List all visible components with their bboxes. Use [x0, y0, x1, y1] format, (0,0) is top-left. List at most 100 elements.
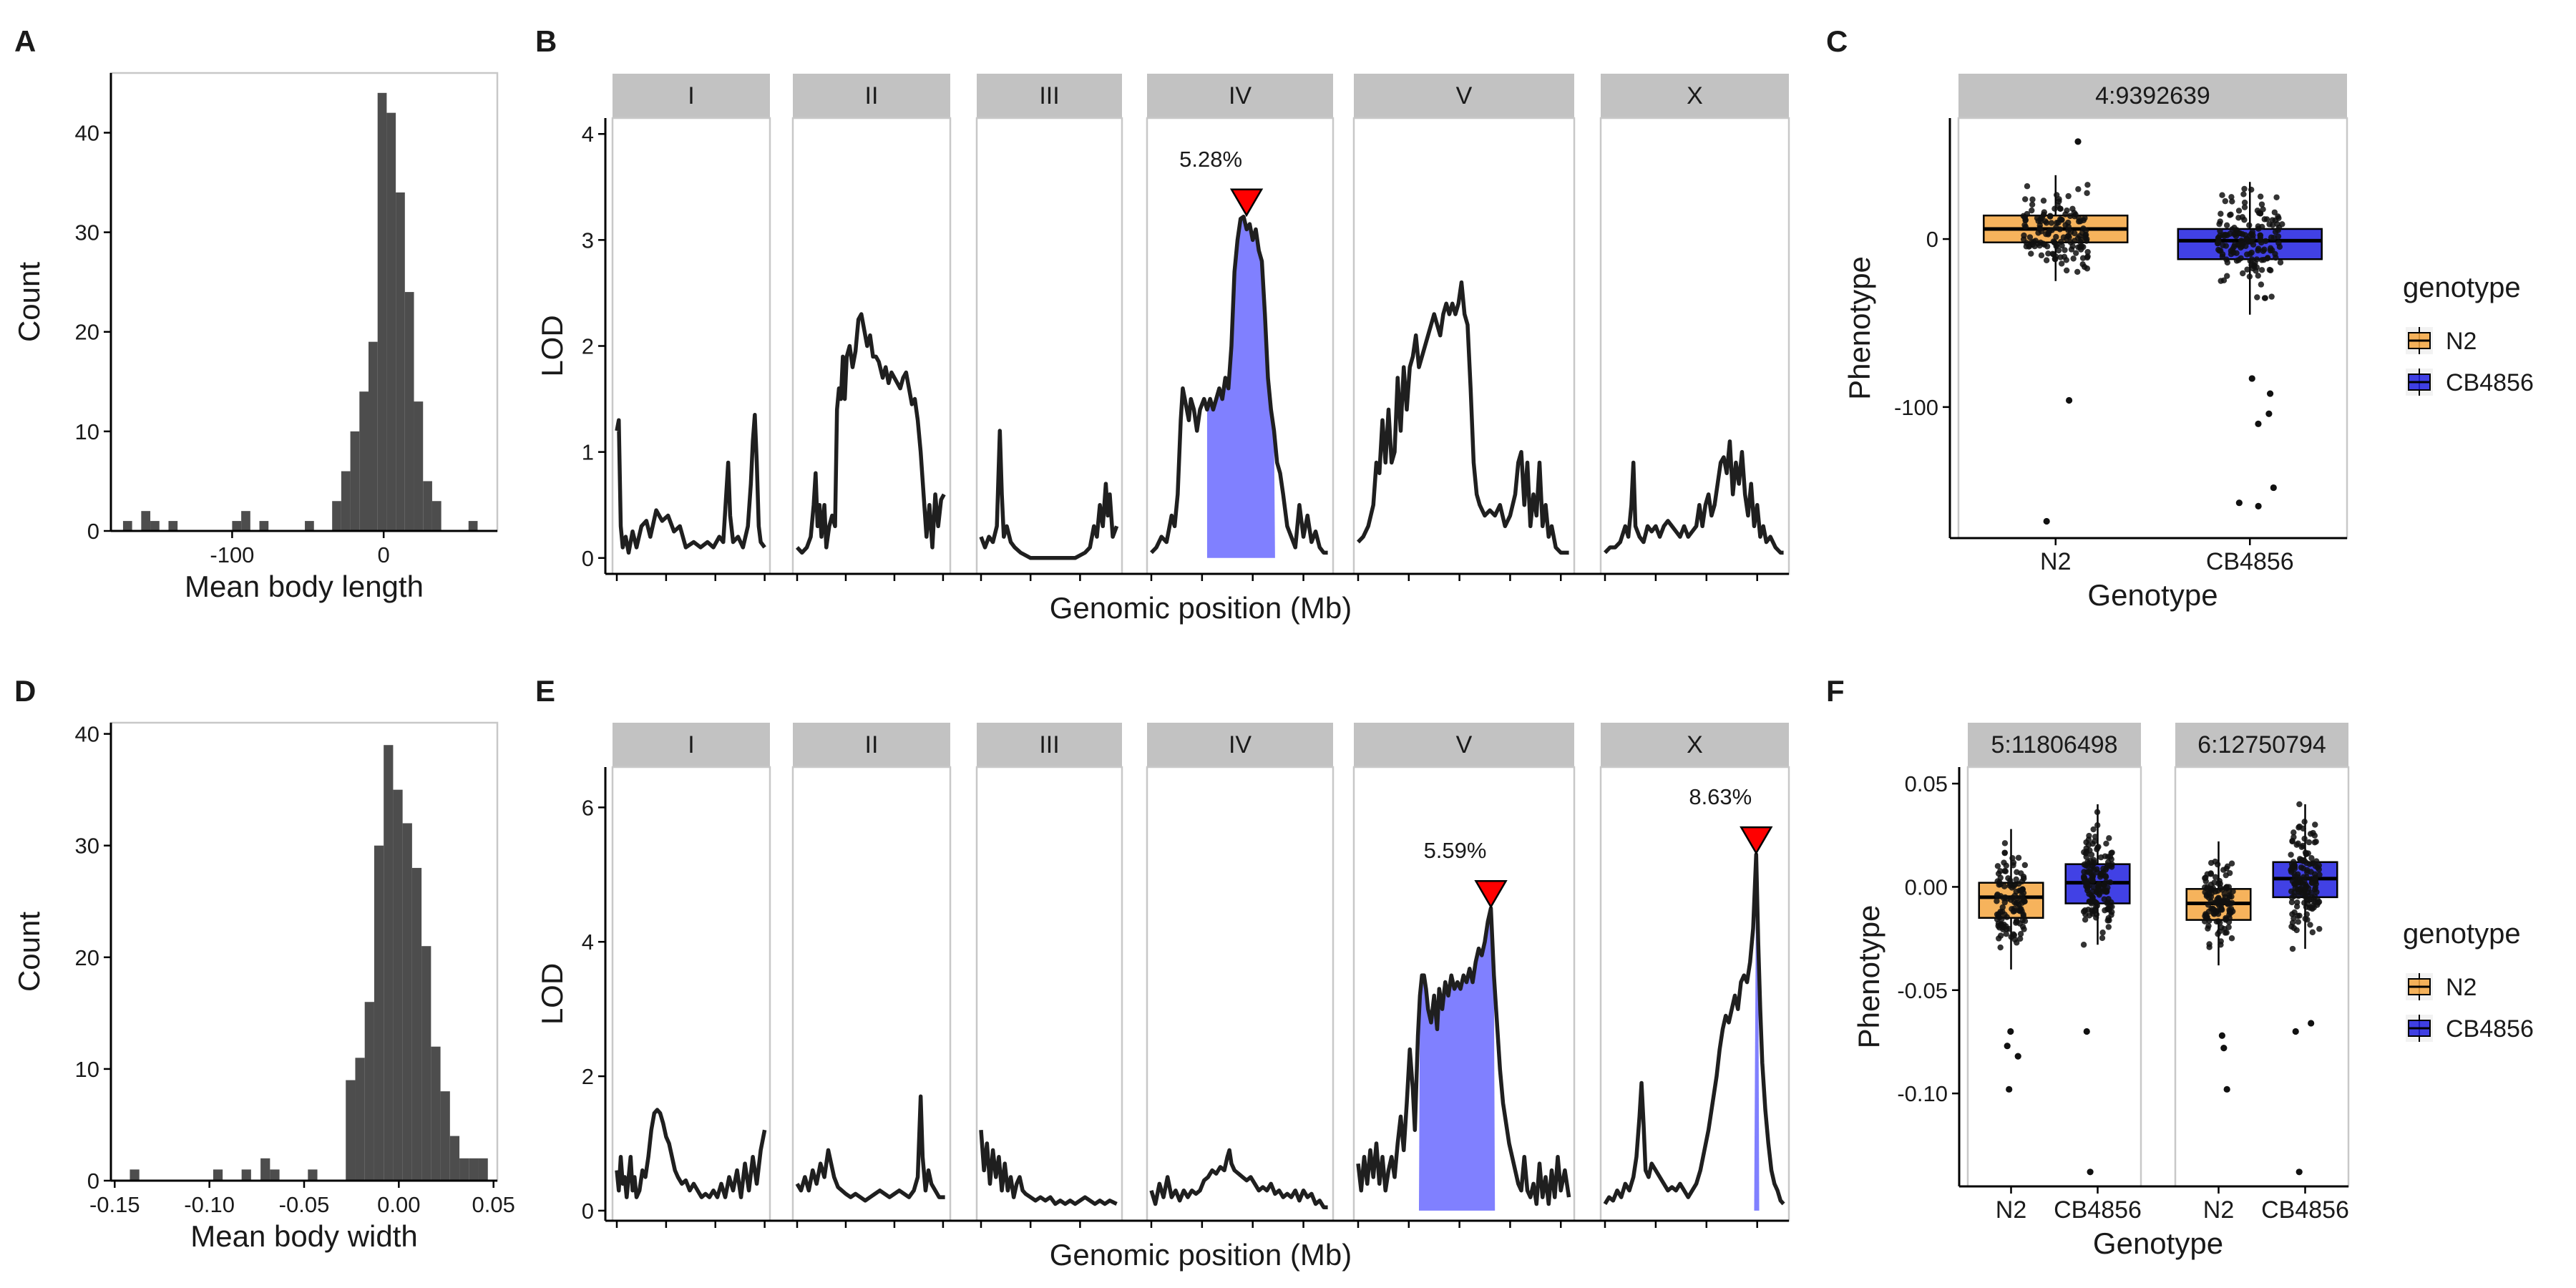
- legend: genotype N2 CB4856: [2403, 918, 2534, 1043]
- data-point: [1995, 870, 2002, 877]
- data-point: [1997, 944, 2004, 951]
- outlier-point: [2223, 1085, 2230, 1093]
- x-tick-label: -100: [210, 542, 254, 567]
- facet-strip-label: I: [688, 82, 694, 109]
- data-point: [1997, 932, 2004, 939]
- data-point: [2268, 293, 2275, 300]
- facet-strip: [2175, 723, 2348, 767]
- data-point: [2223, 243, 2230, 249]
- data-point: [2009, 855, 2016, 862]
- data-point: [2308, 855, 2315, 862]
- data-point: [2065, 219, 2072, 226]
- data-point: [2064, 207, 2070, 214]
- facet-strip: [1147, 723, 1333, 767]
- legend-title: genotype: [2403, 918, 2521, 950]
- facet-strip-label: III: [1039, 731, 1059, 758]
- data-point: [2109, 849, 2115, 856]
- histogram-bar: [396, 192, 405, 531]
- data-point: [2229, 198, 2235, 205]
- histogram-bar: [459, 1158, 469, 1181]
- data-point: [2224, 259, 2231, 266]
- confidence-interval: [1206, 216, 1275, 558]
- facet-strip: [1354, 74, 1574, 118]
- lod-trace: [795, 312, 946, 555]
- box-cb4856: CB4856: [2054, 804, 2142, 1224]
- data-point: [2257, 237, 2263, 243]
- data-point: [2202, 918, 2208, 924]
- data-point: [2215, 234, 2222, 241]
- data-point: [2261, 216, 2268, 223]
- y-tick-label: 40: [75, 722, 99, 747]
- y-tick-label: 4: [582, 122, 594, 147]
- variance-explained-label: 5.28%: [1179, 147, 1242, 172]
- data-point: [2202, 912, 2208, 919]
- data-point: [2271, 209, 2278, 215]
- facet-strip-label: 6:12750794: [2197, 731, 2326, 758]
- facet-strip-label: III: [1039, 82, 1059, 109]
- lod-trace: [615, 1108, 767, 1199]
- data-point: [2288, 923, 2295, 930]
- legend-entry-label: N2: [2446, 328, 2477, 355]
- data-point: [2219, 251, 2226, 258]
- facet-strip-label: V: [1456, 82, 1473, 109]
- x-tick-label: -0.15: [89, 1192, 140, 1217]
- data-point: [2272, 217, 2278, 224]
- data-point: [2248, 230, 2255, 238]
- data-point: [2296, 912, 2303, 919]
- data-point: [2215, 246, 2222, 253]
- histogram-bar: [411, 867, 422, 1181]
- data-point: [2054, 202, 2061, 209]
- data-point: [2048, 220, 2055, 226]
- data-point: [2086, 891, 2092, 897]
- chromosome-panel-v: V: [1352, 74, 1576, 581]
- data-point: [2316, 925, 2323, 932]
- facet-1: 4:9392639 N2 CB4856: [1957, 74, 2348, 575]
- chromosome-panel-iii: III: [975, 74, 1123, 581]
- histogram-bar: [377, 92, 387, 532]
- data-point: [2214, 896, 2220, 903]
- data-point: [2217, 228, 2223, 234]
- data-point: [2014, 940, 2020, 946]
- data-point: [2223, 930, 2230, 936]
- data-point: [2238, 255, 2244, 262]
- y-axis-title: Count: [12, 262, 46, 342]
- y-tick-label: 40: [75, 120, 99, 145]
- data-point: [2296, 801, 2303, 808]
- data-point: [2266, 221, 2273, 228]
- data-point: [2227, 212, 2233, 218]
- data-point: [2273, 254, 2279, 261]
- chromosome-panel-i: I: [611, 723, 771, 1228]
- data-point: [2246, 222, 2253, 228]
- data-point: [2086, 832, 2092, 839]
- box-cb4856: CB4856: [2261, 801, 2349, 1224]
- data-point: [2205, 894, 2212, 901]
- histogram-bar: [168, 521, 178, 531]
- facet-strip: [613, 74, 770, 118]
- data-point: [2022, 196, 2029, 203]
- data-point: [2080, 942, 2087, 948]
- chromosome-panel-i: I: [611, 74, 771, 581]
- histogram-bar: [341, 471, 351, 531]
- data-point: [2015, 854, 2022, 861]
- histogram-bar: [384, 745, 394, 1181]
- data-point: [2019, 892, 2025, 899]
- data-point: [2019, 899, 2026, 906]
- data-point: [1994, 898, 2000, 904]
- data-point: [2081, 861, 2088, 868]
- data-point: [2072, 213, 2078, 220]
- data-point: [2026, 234, 2034, 240]
- histogram-bar: [213, 1169, 223, 1181]
- data-point: [2315, 899, 2321, 906]
- data-point: [2313, 839, 2319, 845]
- legend-entry-cb4856: CB4856: [2406, 1015, 2534, 1043]
- data-point: [1996, 882, 2002, 888]
- data-point: [2108, 899, 2114, 906]
- panel-letter-a: A: [14, 24, 36, 58]
- data-point: [2275, 225, 2283, 231]
- data-point: [2098, 854, 2104, 861]
- data-point: [2308, 896, 2314, 903]
- data-point: [2310, 829, 2316, 836]
- outlier-point: [2007, 1028, 2014, 1035]
- histogram-bar: [364, 1002, 374, 1181]
- data-point: [2218, 938, 2224, 945]
